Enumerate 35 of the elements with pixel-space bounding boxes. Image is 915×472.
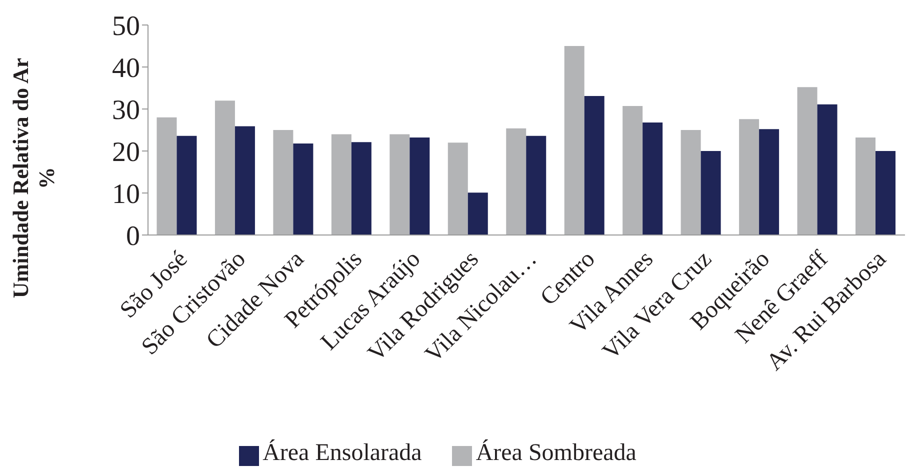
legend-label: Área Ensolarada	[262, 440, 422, 466]
bar	[351, 142, 372, 235]
bar	[759, 129, 780, 235]
bar	[156, 117, 177, 235]
bar	[797, 87, 818, 235]
bar	[876, 151, 896, 235]
bar	[176, 136, 197, 235]
bar	[526, 136, 546, 235]
y-tick-label: 30	[112, 94, 140, 126]
bar	[234, 126, 255, 235]
bar	[642, 122, 663, 235]
bar	[817, 104, 838, 235]
legend-label: Área Sombreada	[476, 440, 636, 466]
bar	[680, 130, 701, 235]
y-tick-label: 20	[112, 136, 140, 168]
y-axis-title: Umindade Relativa do Ar %	[8, 58, 59, 298]
bar	[564, 46, 584, 235]
bar	[468, 192, 488, 235]
bar	[273, 130, 294, 235]
y-tick-label: 10	[112, 178, 140, 210]
bar	[448, 142, 468, 235]
bar	[700, 151, 721, 235]
y-tick-label: 40	[112, 52, 140, 84]
bar	[622, 106, 643, 235]
bar	[214, 100, 235, 235]
bar	[410, 138, 430, 235]
bar	[856, 138, 876, 235]
y-tick-label: 0	[126, 220, 140, 252]
bar	[739, 119, 760, 235]
bar	[331, 134, 352, 235]
bar	[584, 96, 604, 235]
y-tick-label: 50	[112, 10, 140, 42]
bar	[506, 128, 526, 235]
bar	[390, 134, 410, 235]
bar	[293, 143, 314, 235]
